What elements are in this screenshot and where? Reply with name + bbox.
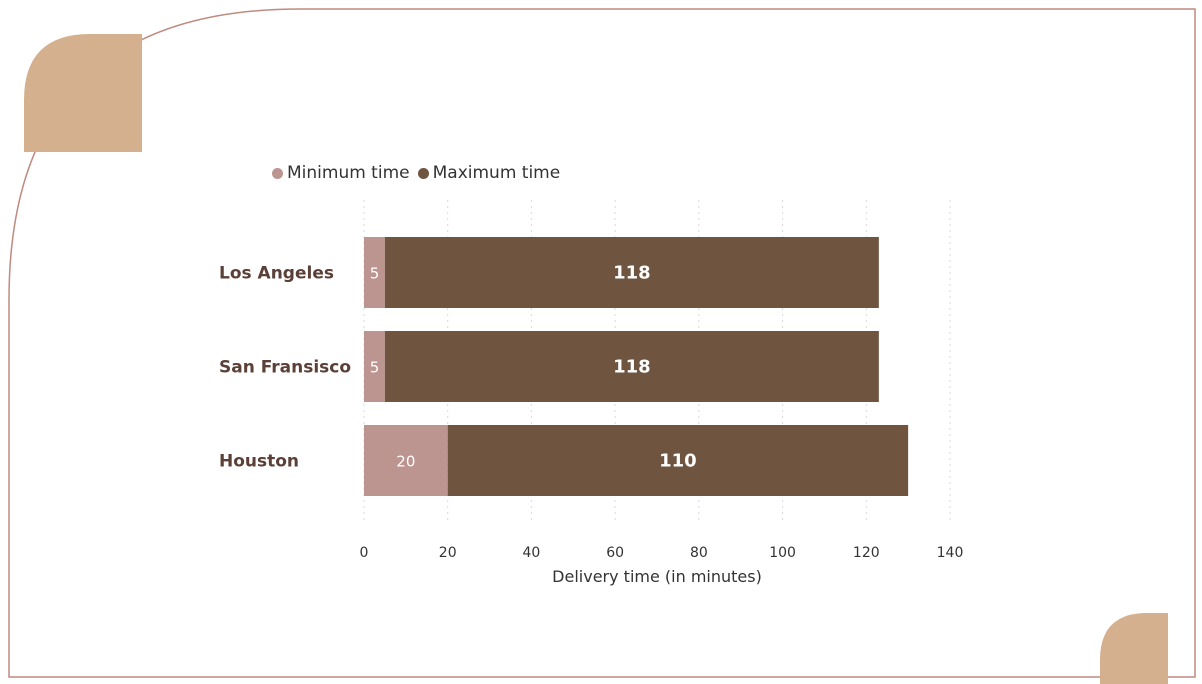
data-label: 110 — [659, 451, 697, 472]
x-tick-label: 80 — [690, 545, 708, 561]
x-tick-label: 140 — [937, 545, 964, 561]
category-label: Los Angeles — [219, 264, 334, 284]
legend-label: Maximum time — [432, 163, 561, 183]
bar-segment-maximum — [384, 237, 879, 308]
data-label: 20 — [396, 453, 415, 471]
corner-shape-bottom-right — [1100, 613, 1168, 684]
bar-segment-minimum — [364, 237, 385, 308]
x-tick-label: 20 — [439, 545, 457, 561]
legend-dot-icon — [272, 167, 283, 179]
data-label: 5 — [370, 359, 380, 377]
x-tick-label: 0 — [360, 545, 369, 561]
legend-label: Minimum time — [287, 163, 410, 183]
data-label: 5 — [370, 265, 380, 283]
category-label: Houston — [219, 452, 299, 472]
x-tick-label: 40 — [523, 545, 541, 561]
bar-segment-maximum — [384, 331, 879, 402]
category-label: San Fransisco — [219, 358, 351, 378]
x-tick-label: 120 — [853, 545, 880, 561]
x-axis-title: Delivery time (in minutes) — [552, 567, 762, 586]
bar-segment-maximum — [447, 425, 909, 496]
chart-legend: Minimum time Maximum time — [272, 163, 568, 183]
legend-dot-icon — [417, 167, 429, 179]
legend-item-minimum: Minimum time — [272, 163, 410, 183]
data-label: 118 — [613, 263, 651, 284]
bar-segment-minimum — [364, 425, 448, 496]
data-label: 118 — [613, 357, 651, 378]
bar-segment-minimum — [364, 331, 385, 402]
x-tick-label: 60 — [606, 545, 624, 561]
x-tick-label: 100 — [769, 545, 796, 561]
legend-item-maximum: Maximum time — [417, 163, 561, 183]
corner-shape-top-left — [24, 34, 142, 152]
